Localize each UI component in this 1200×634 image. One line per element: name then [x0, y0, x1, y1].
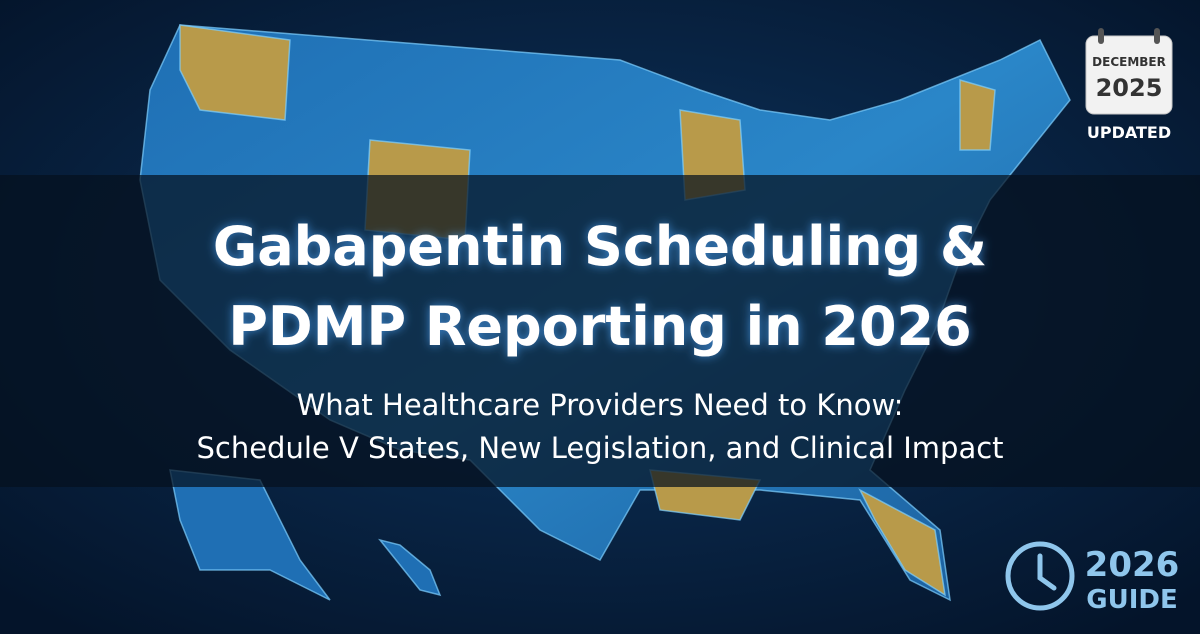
state	[179, 24, 291, 121]
calendar-status: UPDATED	[1087, 123, 1171, 142]
guide-label: GUIDE	[1086, 585, 1177, 615]
text-band	[0, 175, 1200, 487]
guide-year: 2026	[1085, 545, 1180, 585]
state	[959, 79, 996, 151]
calendar-ring	[1098, 28, 1104, 44]
clock-icon	[1005, 541, 1075, 611]
guide-badge: 2026 GUIDE	[1005, 541, 1180, 615]
calendar-ring	[1154, 28, 1160, 44]
subtitle-line: Schedule V States, New Legislation, and …	[196, 431, 1003, 465]
hawaii	[378, 538, 442, 597]
title-line: PDMP Reporting in 2026	[228, 295, 971, 358]
alaska	[169, 469, 331, 601]
clock-hands	[1037, 553, 1057, 591]
calendar-year: 2025	[1096, 74, 1163, 102]
calendar-page	[1085, 35, 1173, 115]
state	[858, 488, 946, 597]
calendar-badge: DECEMBER 2025 UPDATED	[1085, 28, 1173, 142]
calendar-month: DECEMBER	[1092, 55, 1166, 69]
title-line: Gabapentin Scheduling &	[213, 215, 987, 278]
subtitle-line: What Healthcare Providers Need to Know:	[297, 388, 904, 422]
